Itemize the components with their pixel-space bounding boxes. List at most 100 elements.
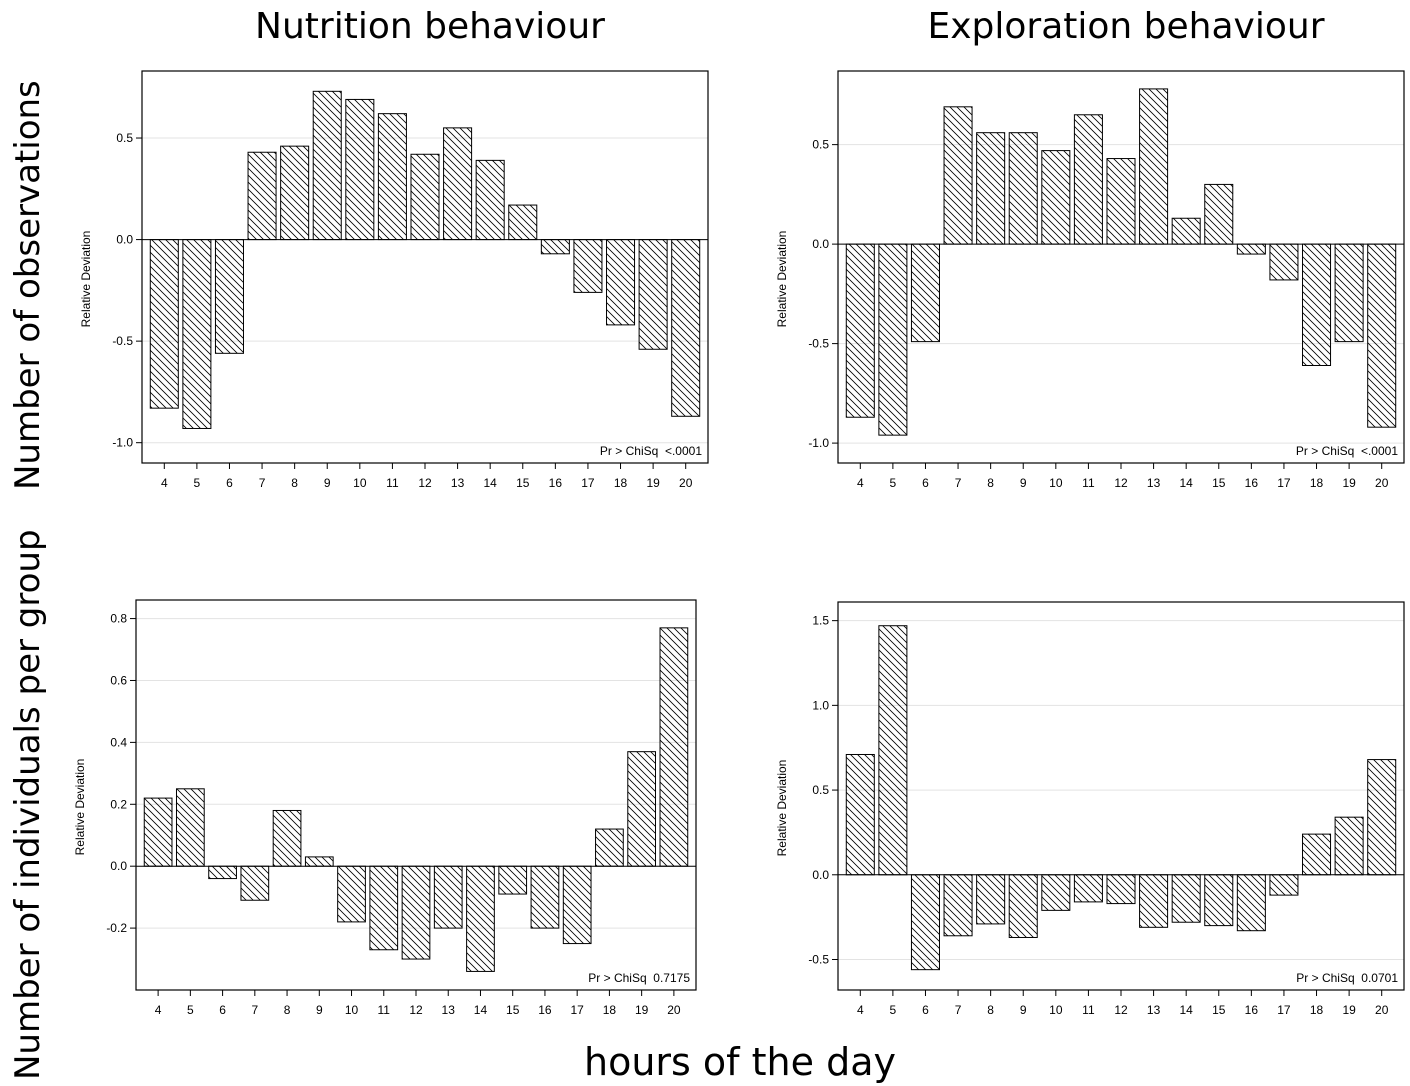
chart-nutrition-observations: -1.0 -0.5 0.0 0.5 4 5 6 7 8 9 10 11 12 13 14 15 16 17 18 19… [79,70,709,490]
x-tick-label: 17 [1277,1003,1291,1017]
x-tick-label: 16 [549,476,563,490]
bar [272,809,302,867]
x-tick-label: 18 [603,1003,617,1017]
x-tick-label: 7 [955,476,962,490]
bar [1204,874,1234,927]
x-tick-label: 13 [451,476,465,490]
row-label-observations: Number of observations [8,80,48,490]
chisq-annotation: Pr > ChiSq 0.0701 [1296,971,1398,985]
bar [175,788,205,867]
bar [1008,874,1038,938]
bar [1367,243,1397,428]
y-tick-label: 1.0 [812,698,829,712]
y-tick-label: 0.5 [116,131,133,145]
x-tick-label: 16 [1245,476,1259,490]
x-tick-label: 8 [291,476,298,490]
bar [976,874,1006,925]
bar [878,243,908,436]
y-axis-label: Relative Deviation [775,760,789,857]
bar [214,239,244,354]
x-tick-label: 9 [316,1003,323,1017]
bar [1236,874,1266,932]
bar [208,865,237,880]
x-tick-label: 12 [409,1003,423,1017]
bar [845,753,875,876]
bar [443,127,473,241]
x-tick-label: 6 [226,476,233,490]
x-tick-label: 14 [1179,1003,1193,1017]
x-tick-label: 5 [187,1003,194,1017]
bar [562,865,592,945]
x-tick-label: 18 [1310,1003,1324,1017]
x-tick-label: 19 [635,1003,649,1017]
bar [240,865,270,901]
y-tick-label: -0.5 [808,953,829,967]
x-tick-label: 19 [646,476,660,490]
y-tick-label: -0.5 [112,334,133,348]
y-axis-label: Relative Deviation [775,231,789,328]
bar [638,239,668,350]
x-tick-label: 5 [194,476,201,490]
x-tick-label: 12 [1114,476,1128,490]
bar [401,865,431,960]
bar [280,145,310,241]
x-tick-label: 16 [1245,1003,1259,1017]
y-tick-label: -0.2 [106,921,127,935]
bar [1302,243,1332,366]
bar [910,243,940,343]
bar [149,239,179,409]
bar [312,90,342,241]
bar [845,243,875,418]
bar [1334,816,1364,876]
x-tick-label: 14 [1179,476,1193,490]
bar [606,239,636,326]
x-tick-label: 9 [1020,1003,1027,1017]
bar [1236,243,1266,255]
x-tick-label: 6 [922,1003,929,1017]
x-tick-label: 17 [1277,476,1291,490]
x-tick-label: 10 [345,1003,359,1017]
x-tick-label: 15 [506,1003,520,1017]
y-tick-label: 0.4 [110,735,127,749]
bar [247,151,277,241]
bar [1171,874,1201,923]
x-tick-label: 18 [614,476,628,490]
chart-exploration-observations: -1.0 -0.5 0.0 0.5 4 5 6 7 8 9 10 11 12 13 14 15 16 17 18 19… [775,70,1405,490]
bar [182,239,212,429]
bar [337,865,366,923]
bar [304,856,334,867]
x-tick-label: 6 [219,1003,226,1017]
chisq-annotation: Pr > ChiSq <.0001 [1296,444,1398,458]
y-tick-label: 0.0 [116,233,133,247]
bar [369,865,399,951]
y-tick-label: 0.6 [110,673,127,687]
bar [1269,874,1299,896]
y-tick-label: 0.0 [110,859,127,873]
y-tick-label: 0.2 [110,797,127,811]
x-tick-label: 11 [386,476,399,490]
chart-exploration-individuals: -0.5 0.0 0.5 1.0 1.5 4 5 6 7 8 9 10 11 12 13 14 15 16 17 18… [775,601,1405,1017]
x-tick-label: 13 [1147,1003,1161,1017]
x-tick-label: 10 [353,476,367,490]
bar [671,239,701,417]
bar [943,874,973,937]
x-tick-label: 14 [474,1003,488,1017]
bar [1171,217,1201,245]
x-tick-label: 20 [679,476,693,490]
x-tick-label: 7 [259,476,266,490]
x-tick-label: 11 [378,1003,391,1017]
x-tick-label: 8 [987,476,994,490]
bar [910,874,940,971]
x-tick-label: 20 [1375,1003,1389,1017]
x-tick-label: 10 [1049,476,1063,490]
x-tick-label: 14 [483,476,497,490]
x-tick-label: 19 [1342,1003,1356,1017]
y-axis-label: Relative Deviation [79,231,93,328]
x-tick-label: 8 [987,1003,994,1017]
bar [595,828,624,867]
x-tick-label: 17 [581,476,595,490]
bar [1334,243,1364,343]
col-title-nutrition: Nutrition behaviour [255,6,605,47]
x-tick-label: 4 [857,476,864,490]
y-tick-label: -1.0 [112,436,133,450]
